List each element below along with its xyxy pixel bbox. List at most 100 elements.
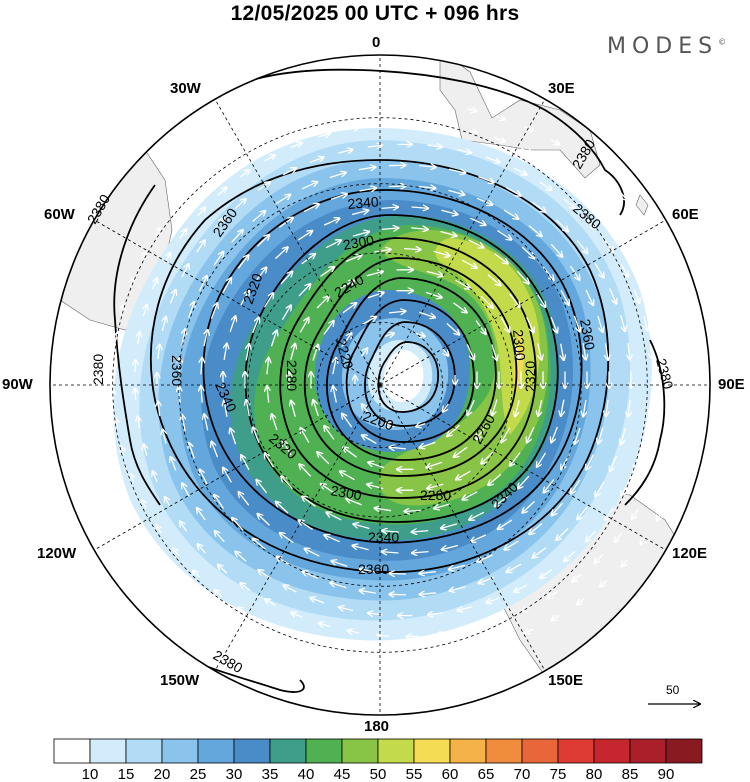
lon-label-60e: 60E [672,206,699,223]
wind-vector-arrow [253,427,260,444]
wind-vector-arrow [574,427,581,444]
wind-vector-arrow [264,155,276,162]
colorbar-tick-label: 50 [370,766,387,782]
wind-vector-arrow [606,399,609,417]
wind-vector-arrow [419,441,436,447]
wind-vector-arrow [457,607,472,611]
wind-vector-arrow [345,255,362,263]
wind-vector-arrow [348,652,358,654]
modes-logo: MODES© [607,34,726,59]
wind-vector-arrow [197,544,206,554]
wind-vector-arrow [470,217,486,225]
wind-vector-arrow [198,276,208,292]
wind-vector-arrow [156,227,161,236]
wind-vector-arrow [258,570,271,579]
wind-vector-arrow [385,424,395,427]
wind-vector-arrow [647,483,653,495]
wind-vector-arrow [690,318,692,329]
wind-vector-arrow [418,186,436,188]
wind-vector-arrow [201,357,202,375]
wind-vector-arrow [561,399,564,417]
colorbar-tick-label: 20 [154,766,171,782]
wind-vector-arrow [319,623,331,627]
lon-label-120e: 120E [672,545,708,562]
wind-vector-arrow [517,270,530,284]
wind-vector-arrow [389,573,407,574]
contour-label-2360: 2360 [358,561,389,577]
wind-vector-arrow [318,133,331,137]
wind-vector-arrow [434,503,451,509]
graticule [50,55,710,715]
wind-vector-arrow [604,239,613,252]
wind-vector-arrow [658,457,662,470]
wind-vector-arrow [347,127,359,129]
wind-vector-arrow [180,521,188,532]
wind-vector-arrow [238,492,250,506]
wind-vector-arrow [540,569,553,578]
wind-vector-arrow [257,514,270,526]
wind-vector-arrow [539,181,552,190]
wind-vector-arrow [121,305,124,315]
wind-vector-arrow [597,315,603,332]
wind-vector-arrow [188,302,195,318]
wind-vector-arrow [291,400,296,417]
colorbar-tick-label: 15 [118,766,135,782]
wind-vector-arrow [179,229,187,240]
wind-vector-arrow [532,547,547,558]
wind-vector-arrow [586,530,597,542]
wind-vector-arrow [196,207,205,217]
wind-vector-arrow [333,386,337,403]
wind-vector-arrow [524,629,534,633]
wind-vector-arrow [569,265,579,280]
wind-vector-arrow [633,289,639,304]
wind-vector-arrow [538,399,542,417]
wind-vector-arrow [240,583,251,591]
wind-vector-arrow [577,505,589,519]
wind-vector-arrow [594,553,604,563]
wind-vector-arrow [213,164,222,171]
meridian-line [379,384,546,671]
wind-vector-arrow [309,157,324,164]
contour-label-2280: 2280 [284,360,300,391]
wind-vector-arrow [382,531,399,533]
wind-vector-arrow [360,569,377,572]
wind-vector-arrow [538,343,542,361]
wind-vector-arrow [561,343,564,361]
wind-vector-arrow [374,249,391,252]
wind-vector-arrow [192,183,200,191]
wind-vector-arrow [317,452,330,465]
contour-label-2220: 2220 [333,337,357,371]
wind-vector-arrow [514,343,519,359]
wind-vector-arrow [496,116,505,119]
wind-vector-arrow [628,400,630,417]
wind-vector-arrow [389,594,406,595]
wind-vector-arrow [204,330,208,347]
wind-vector-arrow [412,552,429,553]
wind-vector-arrow [246,400,249,417]
wind-vector-arrow [240,290,249,306]
wind-vector-arrow [230,428,237,445]
wind-vector-arrow [235,551,247,562]
wind-vector-arrow [598,427,604,444]
lon-label-90w: 90W [2,376,33,393]
wind-vector-arrow [495,495,509,506]
wind-vector-arrow [321,484,335,494]
colorbar-tick-label: 45 [334,766,351,782]
wind-vector-arrow [362,404,369,413]
colorbar-swatch [593,738,631,764]
wind-vector-arrow [239,170,250,178]
wind-vector-arrow [494,618,506,622]
wind-vector-arrow [418,311,435,317]
contour-label-2320: 2320 [522,361,538,392]
meridian-line [94,219,381,386]
wind-vector-arrow [276,501,289,514]
meridian-line [379,219,666,386]
wind-vector-arrow [313,400,319,416]
wind-vector-arrow [435,125,448,127]
wind-vector-arrow [551,615,560,620]
colorbar-swatch [629,738,667,764]
wind-vector-arrow [281,476,293,490]
wind-vector-arrow [551,426,558,443]
wind-vector-arrow [415,333,426,336]
lon-label-120w: 120W [37,545,77,562]
